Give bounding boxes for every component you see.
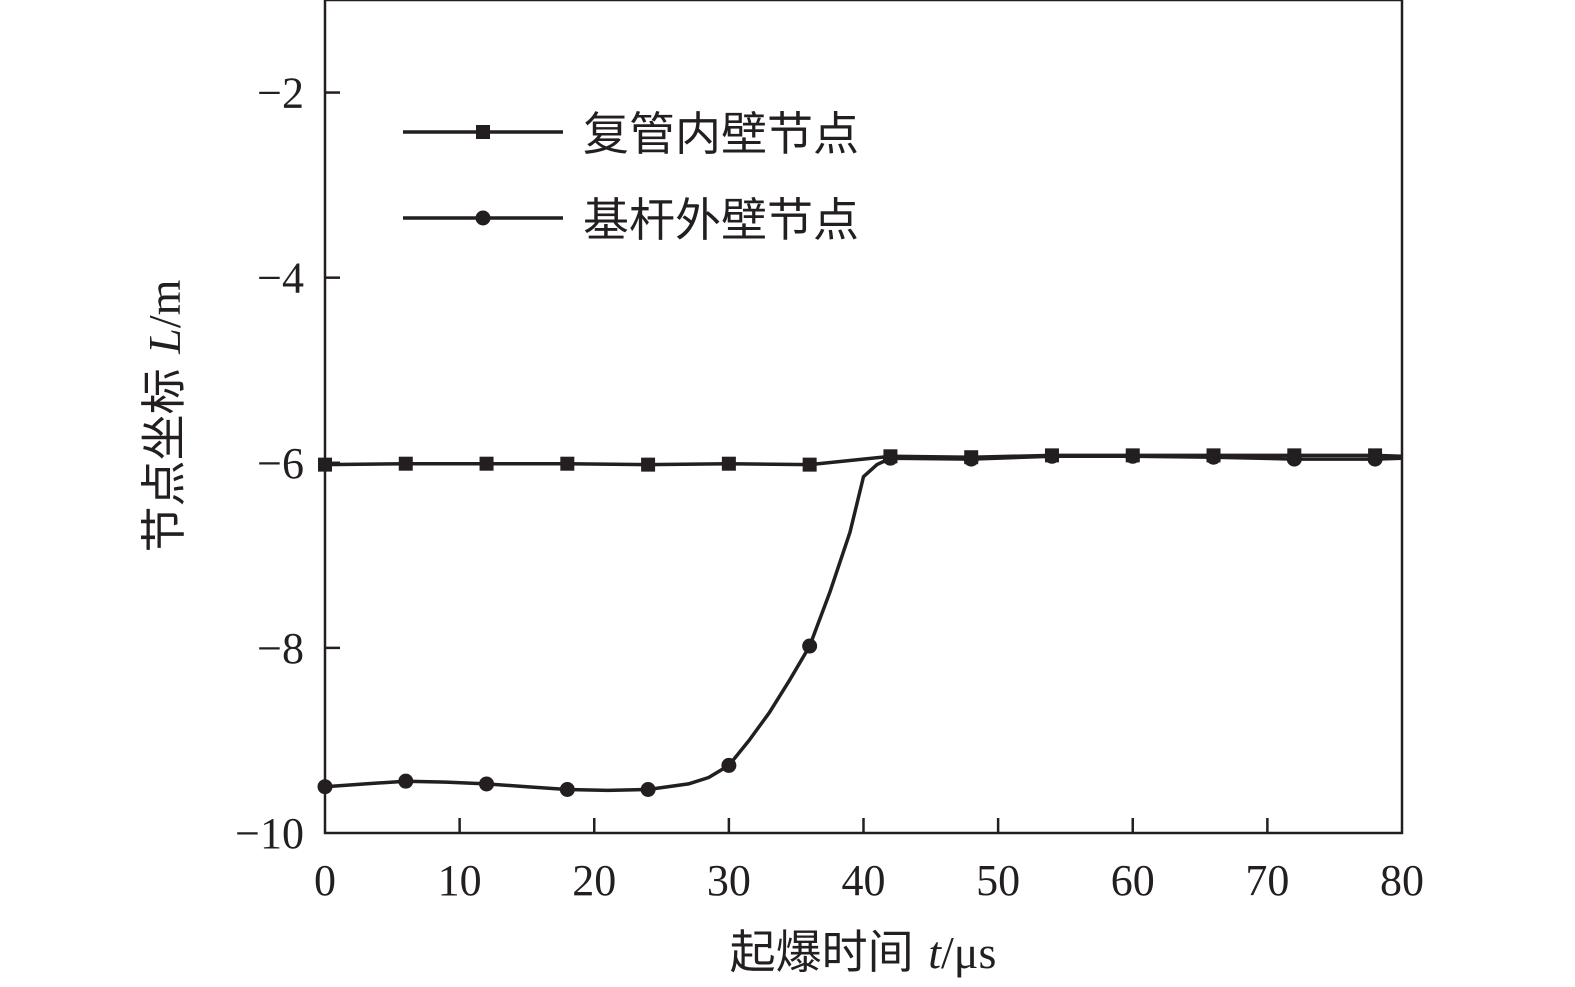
data-point-circle [640, 781, 656, 797]
data-point-circle [398, 773, 414, 789]
legend-label-series-1: 复管内壁节点 [583, 107, 859, 161]
legend-marker-circle [475, 210, 491, 226]
data-point-circle [882, 450, 898, 466]
y-axis-label-var: L [139, 328, 190, 355]
x-axis-label-unit: /μs [941, 927, 996, 978]
data-point-circle [1044, 448, 1060, 464]
x-axis-label: 起爆时间 t/μs [730, 925, 997, 979]
series-layer [317, 448, 1403, 797]
data-point-circle [317, 779, 333, 795]
data-point-square [721, 456, 736, 471]
data-point-circle [1286, 451, 1302, 467]
x-tick-label: 10 [438, 856, 482, 905]
data-point-circle [559, 781, 575, 797]
data-point-square [318, 457, 332, 472]
series-2 [317, 448, 1403, 797]
x-axis-label-var: t [928, 927, 942, 978]
legend-label-series-2: 基杆外壁节点 [583, 193, 859, 247]
series-1 [318, 448, 1403, 472]
series-line [324, 454, 1403, 793]
x-tick-label: 70 [1245, 856, 1289, 905]
y-axis-label-prefix: 节点坐标 [137, 354, 191, 553]
data-point-circle [1125, 448, 1141, 464]
x-tick-label: 40 [842, 856, 886, 905]
data-point-square [802, 457, 817, 472]
data-point-square [479, 456, 494, 471]
x-tick-label: 0 [314, 856, 336, 905]
y-tick-label: −2 [257, 69, 304, 118]
x-tick-label: 50 [976, 856, 1020, 905]
plot-frame [323, 0, 1404, 835]
x-tick-label: 80 [1380, 856, 1424, 905]
y-tick-label: −10 [235, 809, 304, 858]
data-point-circle [963, 451, 979, 467]
y-axis-label: 节点坐标 L/m [137, 279, 191, 552]
data-point-circle [1206, 449, 1222, 465]
legend-marker-square [476, 125, 490, 139]
data-point-circle [1367, 451, 1383, 467]
y-axis: −10 −8 −6 −4 −2 [235, 69, 340, 858]
x-tick-label: 20 [572, 856, 616, 905]
data-point-square [560, 456, 575, 471]
x-axis-label-prefix: 起爆时间 [730, 925, 929, 979]
x-tick-label: 60 [1111, 856, 1155, 905]
data-point-square [398, 456, 413, 471]
y-tick-label: −4 [257, 254, 304, 303]
data-point-circle [802, 638, 818, 654]
y-axis-label-unit: /m [139, 279, 190, 328]
x-axis: 0 10 20 30 40 50 60 70 80 [314, 818, 1424, 905]
data-point-circle [479, 776, 495, 792]
data-point-square [641, 457, 656, 472]
y-tick-label: −6 [257, 439, 304, 488]
legend: 复管内壁节点 基杆外壁节点 [403, 107, 859, 247]
data-point-circle [721, 757, 737, 773]
y-tick-label: −8 [257, 624, 304, 673]
x-tick-label: 30 [707, 856, 751, 905]
